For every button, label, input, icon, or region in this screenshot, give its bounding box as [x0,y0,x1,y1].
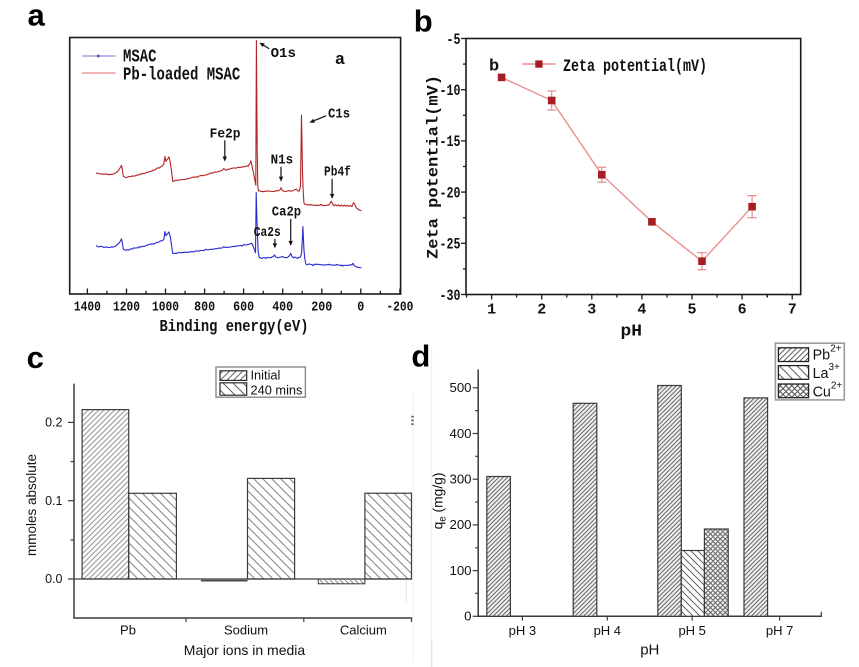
svg-text:240 mins: 240 mins [251,383,303,398]
svg-text:300: 300 [449,472,471,487]
svg-text:Sodium: Sodium [224,623,268,638]
svg-text:400: 400 [272,300,293,316]
svg-text:0.2: 0.2 [45,416,62,430]
svg-text:7: 7 [788,302,797,319]
svg-text:-10: -10 [440,82,461,100]
svg-text:d: d [411,339,430,374]
svg-text:N1s: N1s [271,153,294,169]
svg-text:MSAC: MSAC [123,48,157,68]
svg-text:1200: 1200 [113,300,140,316]
svg-text:a: a [28,0,46,33]
svg-text:0.1: 0.1 [45,494,62,508]
svg-text:c: c [27,340,44,375]
svg-text:pH: pH [640,642,659,659]
svg-text:200: 200 [449,517,471,532]
svg-text:3: 3 [587,302,596,319]
svg-text:a: a [335,51,345,70]
svg-text:Ca2s: Ca2s [254,225,281,241]
svg-text:Ca2p: Ca2p [272,205,301,221]
svg-text:6: 6 [738,302,747,319]
svg-text:4: 4 [637,302,646,319]
svg-text:Initial: Initial [251,368,281,383]
svg-text:200: 200 [311,300,332,316]
svg-text:Pb4f: Pb4f [324,165,351,181]
svg-text:0.0: 0.0 [45,572,62,586]
svg-text:-20: -20 [440,184,461,202]
svg-text:mmoles absolute: mmoles absolute [24,454,39,556]
svg-text:1: 1 [487,302,496,319]
svg-text:-30: -30 [440,287,461,305]
svg-text:Pb-loaded MSAC: Pb-loaded MSAC [123,65,240,85]
svg-text:b: b [414,3,433,38]
svg-text:0: 0 [357,300,364,316]
svg-text:1000: 1000 [152,300,179,316]
svg-text:800: 800 [194,300,215,316]
svg-text:-15: -15 [440,133,461,151]
svg-text:-5: -5 [447,31,461,49]
svg-text:Binding energy(eV): Binding energy(eV) [160,317,309,336]
svg-text:Major ions in media: Major ions in media [184,642,306,658]
svg-text:C1s: C1s [328,106,350,122]
svg-text:Zeta potential(mV): Zeta potential(mV) [425,75,443,259]
svg-text:O1s: O1s [271,46,296,62]
svg-text:Zeta potential(mV): Zeta potential(mV) [563,57,707,77]
svg-text:0: 0 [464,609,471,624]
svg-text:pH 5: pH 5 [678,623,705,638]
svg-text:1400: 1400 [74,300,101,316]
svg-text:-200: -200 [386,300,413,316]
svg-text:5: 5 [687,302,696,319]
svg-text:600: 600 [233,300,254,316]
svg-text:2: 2 [537,302,546,319]
svg-text:pH 7: pH 7 [766,623,793,638]
svg-text:qe (mg/g): qe (mg/g) [431,473,449,530]
svg-text:pH 4: pH 4 [594,623,621,638]
svg-text:b: b [489,57,499,76]
svg-text:pH 3: pH 3 [509,623,536,638]
svg-text:pH: pH [621,323,643,342]
svg-text:-25: -25 [440,236,461,254]
svg-text:Fe2p: Fe2p [210,126,241,142]
svg-text:Calcium: Calcium [340,623,387,638]
svg-text:Pb: Pb [120,623,136,638]
svg-text:400: 400 [449,426,471,441]
svg-text:100: 100 [449,563,471,578]
svg-text:500: 500 [449,380,471,395]
